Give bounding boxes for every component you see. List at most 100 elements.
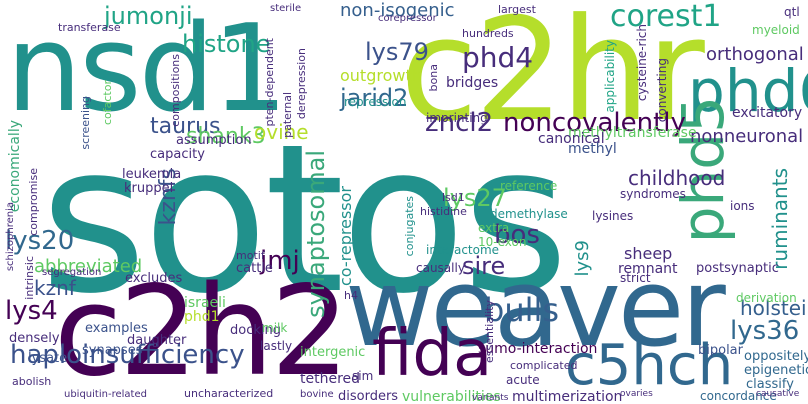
word-histone: histone — [182, 30, 271, 58]
word-economically: economically — [7, 120, 23, 213]
word-canonical: canonical — [538, 131, 605, 147]
word-excitatory: excitatory — [732, 105, 803, 121]
word-lastly: lastly — [260, 339, 293, 353]
word-bovine: bovine — [300, 389, 334, 400]
word-lys27: lys27 — [443, 184, 507, 212]
word-c2h2: c2h2 — [54, 260, 350, 404]
word-qtl: qtl — [784, 5, 800, 19]
word-nonneuronal: nonneuronal — [690, 126, 804, 147]
word-capacity: capacity — [150, 147, 205, 162]
word-zncl2: zncl2 — [425, 108, 494, 138]
word-derepression: derepression — [295, 48, 308, 120]
word-ovine: ovine — [254, 120, 309, 144]
word-hundreds: hundreds — [462, 27, 514, 40]
word-10-exon: 10-exon — [478, 235, 527, 249]
word-bos: bos — [494, 220, 540, 250]
word-compositions: compositions — [169, 54, 182, 127]
word-disorders: disorders — [338, 389, 399, 404]
word-histidine: histidine — [420, 205, 467, 218]
word-sire: sire — [462, 252, 506, 280]
word-daughter: daughter — [127, 333, 187, 348]
word-epigenetic: epigenetic — [744, 363, 808, 378]
word-remnant: remnant — [618, 261, 678, 277]
word-extra: extra — [478, 221, 510, 235]
word-imprinting: imprinting — [426, 111, 488, 125]
word-sim: sim — [352, 369, 374, 383]
word-densely: densely — [9, 331, 60, 346]
word-applicability: applicability — [603, 40, 617, 113]
word-derivation: derivation — [736, 291, 797, 305]
word-lys4: lys4 — [5, 296, 58, 326]
word-methyl: methyl — [568, 141, 617, 157]
word-concordance: concordance — [700, 389, 777, 403]
word-nsd1: nsd1 — [6, 0, 288, 139]
word-tethered: tethered — [300, 371, 361, 387]
word-lys36: lys36 — [730, 316, 800, 346]
word-converting: converting — [655, 58, 669, 123]
word-kruppel: kruppel — [124, 181, 174, 196]
word-bipolar: bipolar — [698, 343, 743, 358]
word-demethylase: demethylase — [490, 207, 568, 221]
word-ions: ions — [730, 199, 755, 213]
word-screening: screening — [79, 96, 92, 150]
word-c5hch: c5hch — [565, 333, 734, 398]
word-uncharacterized: uncharacterized — [184, 387, 274, 400]
word-c2hr: c2hr — [400, 0, 705, 153]
word-corepressor: corepressor — [378, 13, 437, 24]
word-co-repressor: co-repressor — [336, 186, 355, 286]
word-outgrowth: outgrowth — [340, 66, 422, 85]
word-examples: examples — [85, 321, 148, 336]
word-paternal: paternal — [281, 92, 294, 138]
word-transferase: transferase — [58, 21, 121, 34]
word-variants: variants — [472, 393, 509, 403]
word-leukemia: leukemia — [122, 167, 182, 182]
word-phd1: phd1 — [184, 309, 220, 325]
word-noncovalently: noncovalently — [503, 108, 686, 138]
word-jarid2: jarid2 — [340, 84, 409, 112]
word-corest1: corest1 — [610, 0, 722, 34]
word-ubiquitin-related: ubiquitin-related — [64, 389, 147, 400]
word-synaptosomal: synaptosomal — [302, 150, 330, 318]
word-abbreviated: abbreviated — [34, 256, 143, 277]
word-intrinsic: intrinsic — [23, 256, 36, 300]
word-compromise: compromise — [27, 168, 40, 236]
word-complicated: complicated — [510, 359, 578, 372]
word-essentiality: essentiality — [483, 300, 496, 364]
word-phd6: phd6 — [688, 57, 808, 125]
word-lys79: lys79 — [365, 38, 429, 66]
word-taurus: taurus — [150, 114, 221, 139]
word-interactome: interactome — [426, 243, 500, 257]
word-sheep: sheep — [624, 244, 673, 263]
word-multimerization: multimerization — [512, 389, 623, 404]
word-phd4: phd4 — [462, 41, 534, 74]
word-lysines: lysines — [592, 209, 634, 223]
word-syndromes: syndromes — [620, 187, 686, 201]
word-vulnerabilities: vulnerabilities — [402, 389, 501, 404]
word-cofactor: cofactor — [101, 80, 114, 126]
word-sterile: sterile — [270, 3, 302, 14]
word-lysate: lysate — [28, 351, 68, 366]
word-israeli: israeli — [184, 295, 226, 311]
word-fida: fida — [372, 317, 493, 391]
word-jmj: jmj — [260, 246, 300, 276]
word-orthogonal: orthogonal — [706, 44, 804, 65]
word-holstein: holstein — [740, 296, 808, 320]
word-sotos: sotos — [40, 101, 569, 339]
word-sumo-interaction: sumo-interaction — [478, 341, 598, 357]
word-excludes: excludes — [125, 271, 183, 286]
word-haploinsufficiency: haploinsufficiency — [10, 340, 245, 370]
word-acute: acute — [506, 373, 540, 387]
word-motif: motif — [236, 249, 265, 262]
word-pten-dependent: pten-dependent — [263, 38, 276, 127]
word-bona: bona — [427, 64, 440, 92]
word-methyltransferase: methyltransferase — [568, 125, 697, 141]
word-bridges: bridges — [446, 75, 499, 91]
word-repression: repression — [344, 95, 407, 109]
word-bulls: bulls — [484, 291, 560, 329]
word-assumption: assumption — [176, 133, 252, 148]
word-segregation: segregation — [42, 267, 102, 278]
word-lys9: lys9 — [572, 240, 593, 277]
word-h4: h4 — [344, 289, 358, 302]
word-largest: largest — [498, 3, 536, 16]
